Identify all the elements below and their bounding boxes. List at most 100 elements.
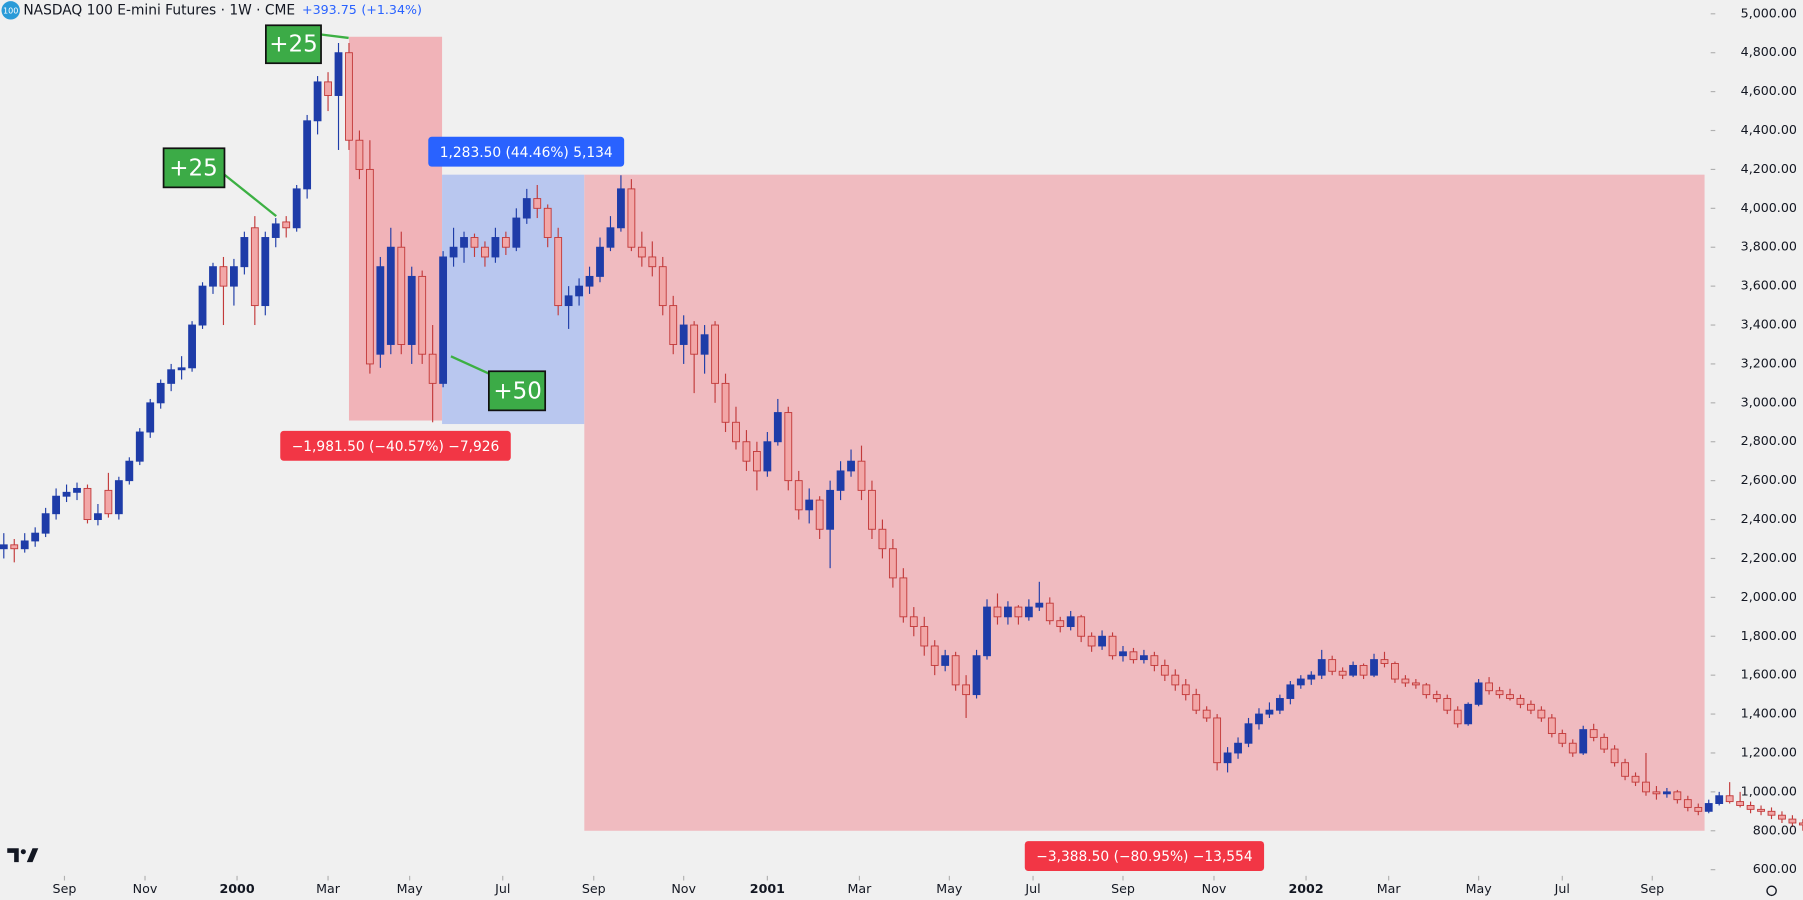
candle-body: [261, 237, 270, 307]
candle-body: [1087, 635, 1096, 647]
candle-body: [250, 227, 259, 307]
candle-body: [1004, 606, 1012, 618]
candle-body: [920, 626, 929, 647]
candle-body: [209, 266, 217, 287]
y-tick-label: 600.00: [1753, 861, 1797, 876]
candle-body: [1108, 635, 1117, 657]
candle-body: [94, 513, 102, 521]
candle-body: [83, 487, 92, 521]
candle-body: [533, 198, 542, 209]
candle-body: [345, 52, 353, 141]
candle-body: [1391, 663, 1399, 680]
y-tick-label: 2,200.00: [1741, 550, 1797, 565]
range-box: [348, 36, 443, 421]
callout-line: [223, 173, 277, 217]
candle-body: [439, 256, 448, 384]
candle-body: [888, 548, 897, 579]
candle-body: [460, 237, 468, 248]
candle-body: [805, 499, 814, 511]
candle-body: [1506, 694, 1514, 699]
candle-body: [1349, 664, 1358, 676]
settings-icon[interactable]: [1766, 885, 1777, 897]
candle-body: [449, 246, 458, 258]
symbol-badge: 100: [3, 6, 18, 15]
callout-text: +25: [269, 31, 317, 57]
candle-body: [1317, 659, 1326, 676]
y-tick-label: 4,200.00: [1741, 161, 1797, 176]
candle-body: [721, 382, 730, 423]
candle-body: [1234, 742, 1242, 754]
candle-body: [41, 513, 50, 534]
candle-body: [690, 324, 699, 355]
y-tick-label: 1,200.00: [1741, 744, 1797, 759]
candle-body: [1568, 742, 1577, 754]
candle-body: [1642, 781, 1650, 793]
y-tick-label: 4,000.00: [1741, 200, 1797, 215]
candle-body: [1380, 659, 1389, 664]
callout-text: +50: [493, 378, 541, 404]
candle-body: [1045, 602, 1054, 622]
candle-body: [355, 139, 364, 170]
candle-body: [135, 431, 144, 462]
y-tick-label: 3,600.00: [1741, 278, 1797, 293]
y-tick-label: 2,800.00: [1741, 433, 1797, 448]
candle-body: [146, 402, 155, 433]
candle-body: [1328, 659, 1337, 672]
candle-body: [909, 616, 918, 627]
candle-body: [365, 168, 374, 365]
candle-body: [303, 120, 312, 190]
candle-body: [564, 295, 573, 307]
y-tick-label: 2,600.00: [1741, 472, 1797, 487]
x-tick-label: Nov: [671, 881, 696, 896]
x-tick-label: Sep: [1640, 881, 1664, 896]
candle-body: [52, 495, 61, 515]
candle-body: [1757, 808, 1765, 812]
candle-body: [198, 285, 207, 326]
candle-body: [1129, 651, 1138, 661]
candle-body: [1746, 805, 1755, 810]
logo: [7, 848, 39, 863]
candle-body: [188, 324, 196, 369]
candle-body: [512, 217, 521, 248]
candle-body: [1694, 806, 1703, 812]
callout-line: [320, 33, 349, 40]
candle-body: [543, 207, 552, 238]
x-tick-label: Mar: [1377, 881, 1402, 896]
candle-body: [1150, 655, 1159, 666]
x-axis: Sep Nov 2000 Mar May Jul Sep Nov 2001 Mar May Jul Se…: [53, 875, 1664, 896]
candle-body: [428, 353, 437, 384]
x-tick-label: Jul: [1554, 881, 1570, 896]
candle-body: [125, 460, 134, 482]
candle-body: [230, 266, 238, 287]
x-tick-label: Nov: [1202, 881, 1227, 896]
candle-body: [773, 412, 782, 443]
candle-body: [324, 81, 332, 96]
candle-body: [826, 489, 835, 530]
candle-body: [1181, 684, 1190, 696]
x-tick-label: 2000: [219, 881, 254, 896]
y-tick-label: 3,800.00: [1741, 239, 1797, 254]
x-tick-label: Mar: [847, 881, 872, 896]
candle-body: [1474, 682, 1483, 705]
candle-body: [679, 324, 688, 345]
candle-body: [815, 499, 824, 530]
candle-body: [1296, 678, 1305, 686]
candle-body: [1464, 703, 1473, 725]
y-axis: 600.00 800.00 1,000.00 1,200.00 1,400.00 1,60…: [1710, 5, 1797, 876]
callout-box: [265, 24, 322, 65]
candle-body: [1119, 651, 1127, 657]
candle-body: [1255, 713, 1263, 725]
candle-body: [993, 606, 1002, 618]
candle-body: [575, 285, 583, 297]
candle-body: [334, 52, 343, 96]
candle-body: [1600, 736, 1609, 750]
range-label-bg: [428, 136, 625, 167]
candle-body: [1767, 810, 1776, 816]
candle-body: [857, 460, 866, 491]
y-tick-label: 2,400.00: [1741, 511, 1797, 526]
x-tick-label: May: [1466, 881, 1493, 896]
ranges: [348, 36, 1705, 831]
range-label: −1,981.50 (−40.57%) −7,926: [292, 439, 500, 455]
y-tick-label: 4,400.00: [1741, 122, 1797, 137]
range-box: [584, 174, 1705, 831]
